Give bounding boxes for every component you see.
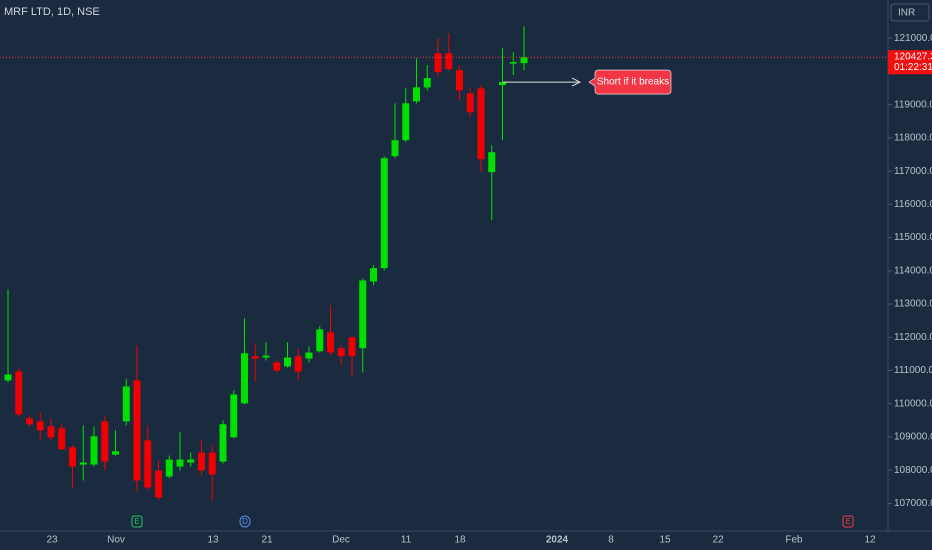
- candle-body: [348, 337, 356, 357]
- candle-body: [499, 82, 506, 86]
- chart-title: MRF LTD, 1D, NSE: [4, 6, 100, 18]
- candle-body: [456, 70, 463, 91]
- x-tick-label: 2024: [546, 535, 569, 546]
- x-tick-label: 18: [454, 535, 466, 546]
- candle-body: [144, 440, 152, 488]
- candle-body: [198, 452, 205, 471]
- candle-body: [187, 459, 195, 463]
- y-tick-label: 121000.00: [894, 33, 932, 44]
- candle-body: [305, 352, 313, 359]
- candle-body: [370, 268, 377, 282]
- candle-body: [294, 356, 302, 372]
- candle-body: [488, 152, 496, 173]
- event-marker: [239, 515, 251, 528]
- candle-body: [509, 62, 517, 64]
- candle-body: [434, 53, 442, 73]
- candle-body: [155, 470, 162, 498]
- candle-body: [359, 280, 367, 349]
- y-tick-label: 113000.00: [894, 299, 932, 310]
- candle-body: [208, 452, 216, 475]
- y-tick-label: 109000.00: [894, 432, 932, 443]
- countdown: 01:22:31: [894, 62, 932, 73]
- annotation-text: Short if it breaks: [597, 77, 669, 88]
- last-price-box: [888, 50, 932, 75]
- candle-body: [4, 374, 12, 381]
- candle-body: [241, 353, 248, 404]
- y-tick-label: 110000.00: [894, 398, 932, 409]
- candle-body: [176, 459, 184, 467]
- candle-body: [316, 329, 324, 352]
- x-tick-label: 23: [46, 535, 58, 546]
- candle-body: [477, 88, 485, 160]
- x-tick-label: Feb: [785, 535, 803, 546]
- event-label: E: [845, 517, 850, 526]
- candle-body: [251, 356, 259, 359]
- candle-body: [165, 459, 173, 477]
- y-tick-label: 111000.00: [894, 365, 932, 376]
- candle-body: [402, 103, 410, 141]
- y-tick-label: 117000.00: [894, 166, 932, 177]
- event-label: D: [242, 517, 248, 526]
- annotation-arrow: [571, 77, 582, 87]
- candle-body: [133, 380, 141, 481]
- currency-box[interactable]: [890, 3, 930, 22]
- event-label: E: [134, 517, 139, 526]
- candle-body: [69, 447, 76, 467]
- currency: INR: [898, 8, 915, 19]
- y-tick-label: 116000.00: [894, 199, 932, 210]
- event-marker: [131, 515, 143, 528]
- x-tick-label: 22: [712, 535, 724, 546]
- y-tick-label: 118000.00: [894, 133, 932, 144]
- y-tick-label: 114000.00: [894, 265, 932, 276]
- x-tick-label: 8: [608, 535, 614, 546]
- x-tick-label: Dec: [332, 535, 350, 546]
- x-tick-label: Nov: [107, 535, 125, 546]
- candle-body: [380, 158, 388, 269]
- candle-body: [122, 386, 130, 422]
- candle-body: [101, 421, 109, 462]
- y-tick-label: 112000.00: [894, 332, 932, 343]
- candle-body: [47, 426, 55, 438]
- y-tick-label: 119000.00: [894, 99, 932, 110]
- candle-body: [391, 140, 399, 157]
- candle-body: [219, 424, 227, 462]
- candle-body: [284, 357, 291, 367]
- event-marker: [842, 515, 854, 528]
- candle-body: [273, 362, 281, 371]
- x-tick-label: 13: [207, 535, 219, 546]
- y-tick-label: 108000.00: [894, 465, 932, 476]
- x-tick-label: 12: [864, 535, 876, 546]
- x-tick-label: 11: [401, 535, 412, 546]
- y-tick-label: 115000.00: [894, 232, 932, 243]
- candle-body: [337, 348, 345, 357]
- candle-body: [79, 462, 87, 465]
- candle-body: [90, 436, 98, 465]
- x-tick-label: 15: [659, 535, 671, 546]
- candle-body: [15, 371, 23, 415]
- candle-body: [445, 53, 453, 70]
- last-price-label: 120427.30: [894, 51, 932, 62]
- annotation-callout: [588, 69, 672, 95]
- candle-body: [58, 428, 66, 450]
- candle-body: [520, 57, 528, 64]
- candle-body: [36, 421, 44, 431]
- x-tick-label: 21: [261, 535, 273, 546]
- candle-body: [413, 87, 420, 102]
- candle-body: [112, 451, 119, 455]
- candle-body: [327, 332, 334, 353]
- candle-body: [466, 93, 474, 113]
- candle-body: [423, 78, 431, 88]
- y-tick-label: 107000.00: [894, 498, 932, 509]
- candle-body: [262, 355, 270, 358]
- candle-body: [26, 418, 33, 425]
- candle-body: [230, 394, 238, 438]
